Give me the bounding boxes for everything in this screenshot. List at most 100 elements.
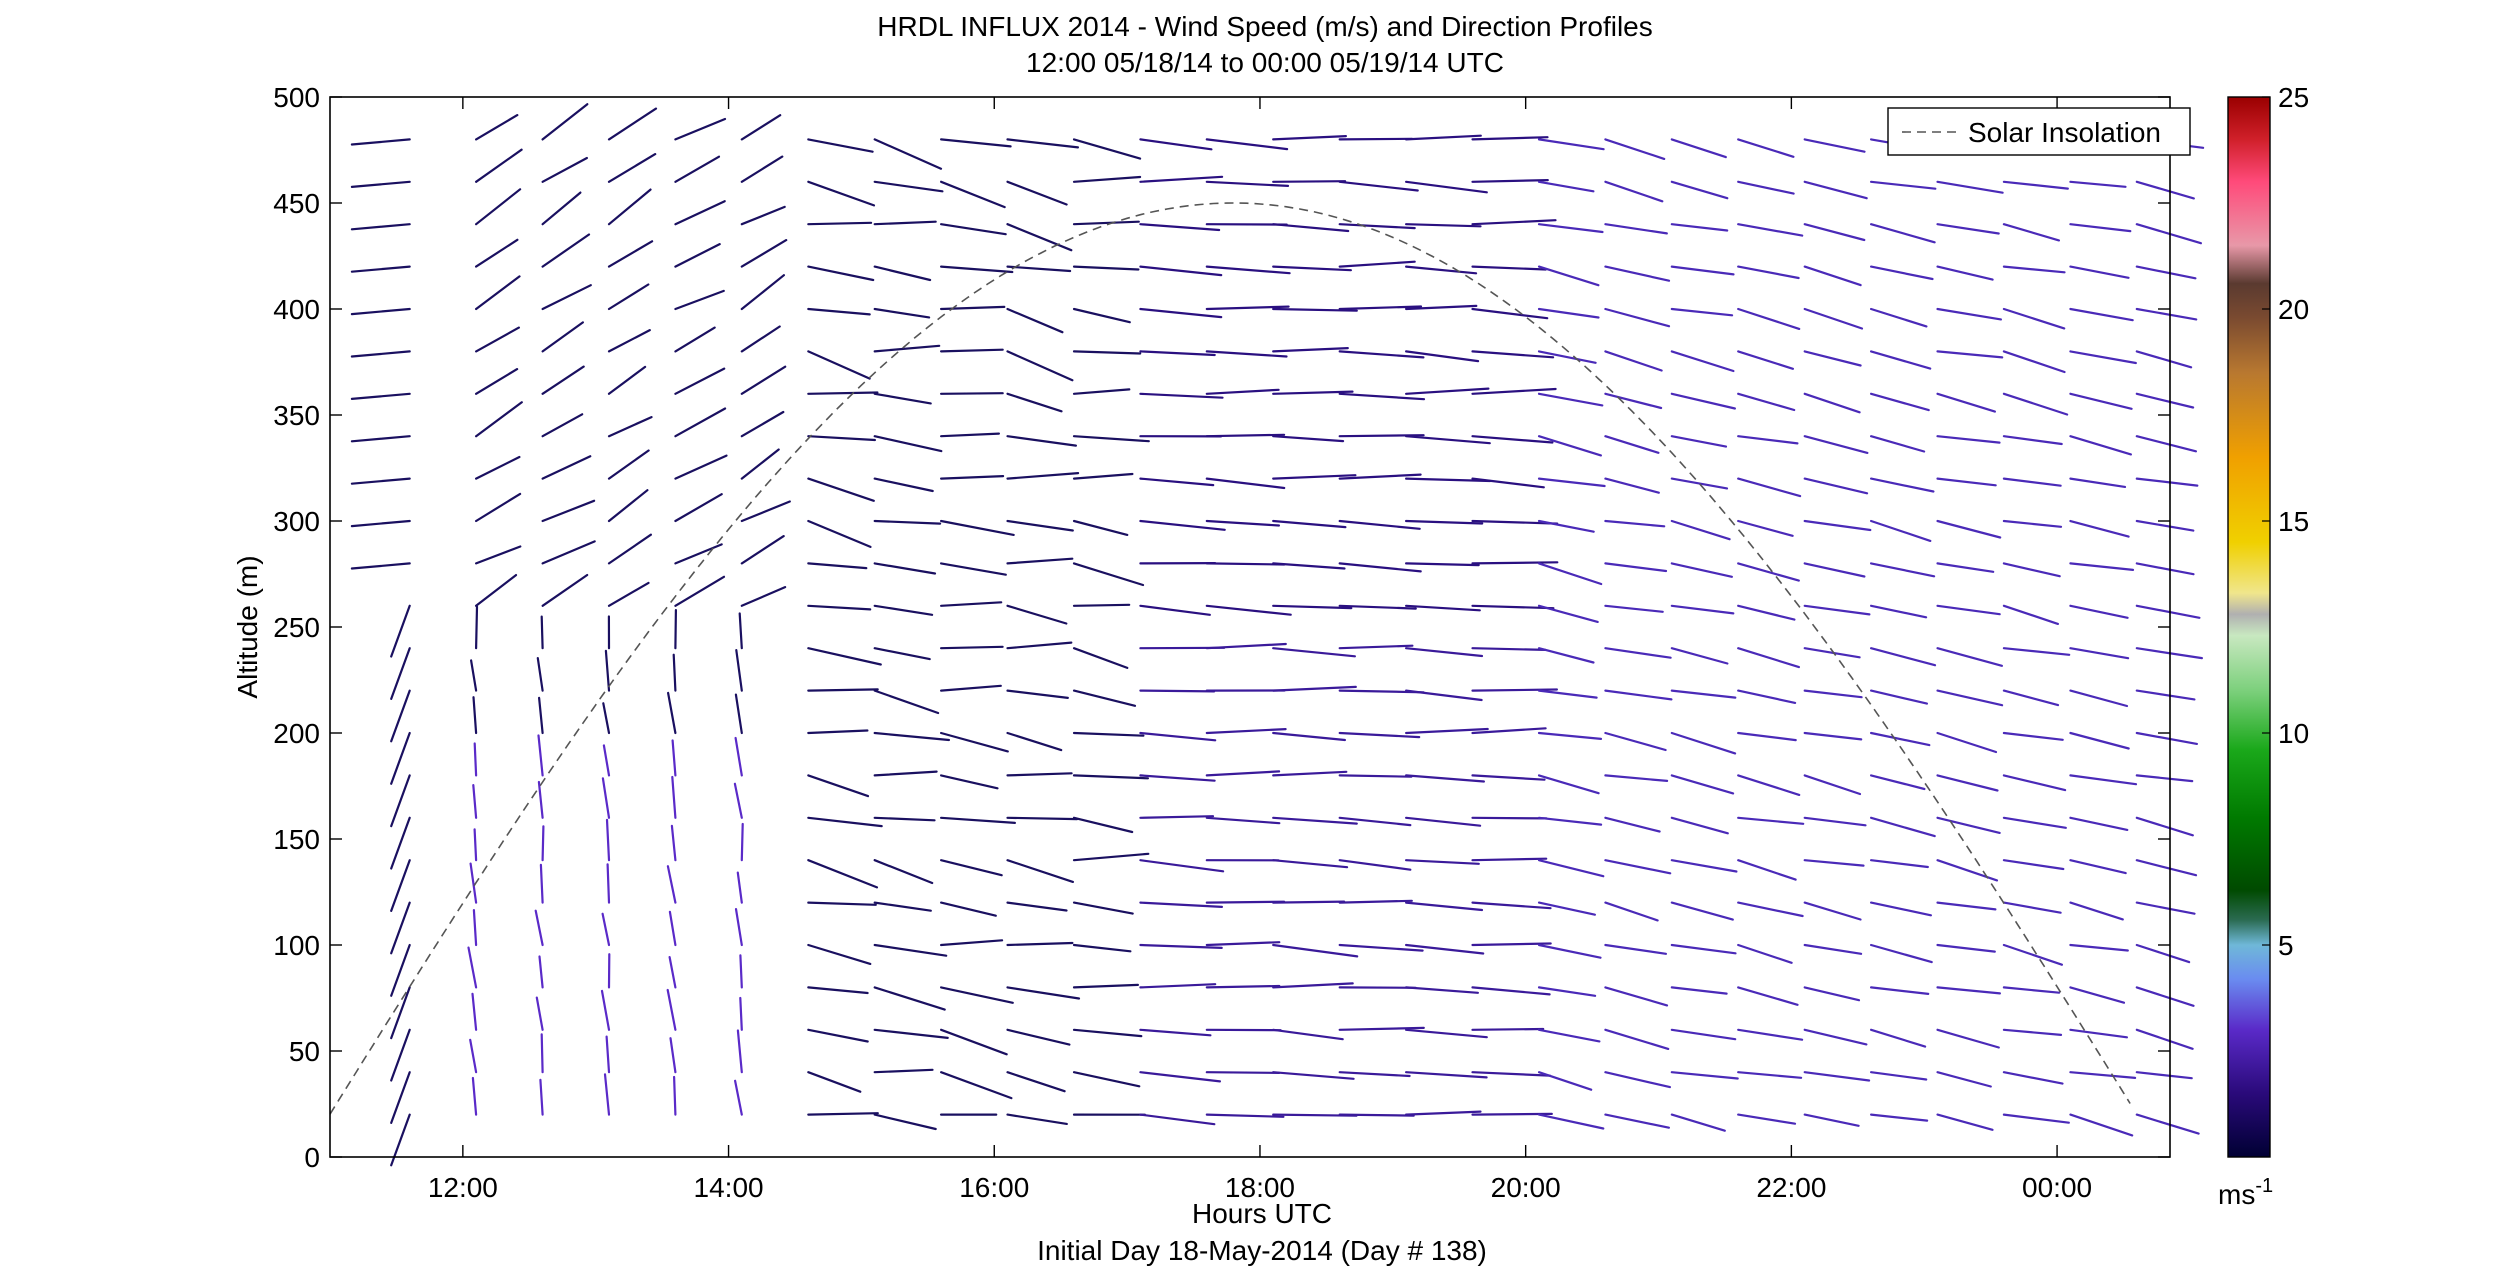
wind-barb	[1537, 604, 1599, 624]
wind-barb	[873, 519, 942, 525]
wind-barb	[807, 859, 879, 889]
wind-barb	[1139, 1113, 1216, 1126]
wind-barb	[1006, 859, 1075, 884]
wind-barb	[674, 454, 728, 480]
wind-barb	[1072, 472, 1134, 480]
wind-barb	[1139, 350, 1216, 357]
wind-barb	[1471, 1071, 1551, 1077]
wind-barb	[939, 138, 1012, 148]
x-tick-label: 00:00	[2022, 1172, 2092, 1203]
wind-barb	[1338, 1113, 1415, 1117]
wind-barb	[1072, 943, 1132, 953]
wind-barb	[1006, 265, 1072, 273]
wind-barb	[1803, 774, 1862, 796]
wind-barb	[1737, 774, 1801, 797]
wind-barb	[2069, 562, 2135, 572]
wind-barb	[1404, 986, 1480, 994]
wind-barb	[1006, 557, 1074, 565]
wind-barb	[1205, 138, 1289, 151]
wind-barb	[2002, 731, 2064, 741]
chart-title-line1: HRDL INFLUX 2014 - Wind Speed (m/s) and …	[877, 11, 1652, 42]
wind-barb	[475, 455, 521, 480]
wind-barb	[540, 1033, 544, 1074]
wind-barb	[1139, 223, 1221, 232]
wind-barb	[350, 307, 411, 316]
wind-barb	[1471, 1027, 1545, 1031]
wind-barb	[1537, 816, 1603, 826]
wind-barb	[939, 180, 1006, 209]
wind-barb	[740, 822, 744, 862]
wind-barb	[1272, 347, 1349, 353]
wind-barb	[475, 573, 518, 607]
wind-barb	[1471, 307, 1549, 320]
wind-barb	[807, 604, 872, 611]
wind-barb	[1139, 943, 1223, 950]
wind-barb	[1404, 901, 1484, 912]
wind-barb	[740, 410, 785, 438]
wind-barb	[807, 519, 872, 549]
wind-barb	[538, 955, 544, 989]
wind-barb	[1338, 604, 1417, 610]
x-tick-label: 12:00	[428, 1172, 498, 1203]
y-tick-label: 0	[304, 1142, 320, 1173]
wind-barb	[2002, 901, 2062, 914]
wind-barb	[1869, 731, 1931, 747]
wind-barb	[1338, 1026, 1425, 1031]
wind-barb	[541, 191, 582, 226]
wind-barb	[2069, 1028, 2128, 1039]
wind-barb	[1338, 260, 1416, 268]
wind-barb	[472, 783, 478, 819]
wind-barb	[1869, 604, 1928, 619]
wind-barb	[1272, 265, 1353, 272]
wind-barb	[671, 775, 677, 819]
wind-barb	[475, 545, 522, 565]
wind-barb	[873, 604, 934, 616]
x-tick-label: 22:00	[1756, 1172, 1826, 1203]
wind-barb	[2069, 943, 2129, 952]
wind-barb	[1604, 1113, 1671, 1129]
wind-barb	[2069, 180, 2127, 188]
wind-barb	[1737, 943, 1793, 964]
wind-barb	[1006, 519, 1074, 532]
wind-barb	[1006, 941, 1074, 947]
wind-barb	[1936, 519, 2002, 539]
wind-barb	[1604, 223, 1668, 235]
wind-barb	[807, 1028, 869, 1043]
wind-barb	[2002, 604, 2059, 626]
wind-barb	[873, 220, 937, 226]
wind-barb	[1272, 307, 1358, 312]
wind-barb	[1604, 1028, 1670, 1051]
wind-barb	[1072, 265, 1140, 271]
wind-barb	[1006, 1071, 1066, 1093]
wind-barb	[939, 684, 1002, 692]
wind-barb	[1072, 852, 1150, 862]
wind-barb	[472, 696, 478, 735]
wind-barb	[1272, 859, 1349, 869]
wind-barb	[1670, 647, 1729, 665]
wind-barb	[1272, 770, 1348, 777]
wind-barb	[1404, 304, 1478, 311]
wind-barb	[1737, 562, 1800, 582]
wind-barb	[350, 519, 411, 528]
wind-barb	[1006, 816, 1079, 821]
wind-barb	[1072, 519, 1129, 537]
wind-barb	[807, 1071, 862, 1093]
wind-barb	[1471, 942, 1552, 947]
wind-barb	[1072, 983, 1140, 989]
wind-barb	[1737, 180, 1795, 195]
wind-barb	[939, 901, 997, 917]
wind-barb	[939, 562, 1007, 576]
colorbar-tick-label: 20	[2278, 294, 2309, 325]
wind-barb	[1072, 647, 1129, 670]
y-tick-label: 250	[273, 612, 320, 643]
wind-barb	[1869, 901, 1933, 917]
wind-barb	[541, 103, 589, 141]
wind-barb	[1272, 474, 1357, 480]
wind-barb	[1272, 223, 1350, 233]
wind-barb	[541, 413, 584, 438]
wind-barb	[1869, 180, 1937, 190]
wind-barb	[2002, 859, 2065, 871]
wind-barb	[475, 368, 519, 395]
wind-barb	[1604, 350, 1663, 372]
